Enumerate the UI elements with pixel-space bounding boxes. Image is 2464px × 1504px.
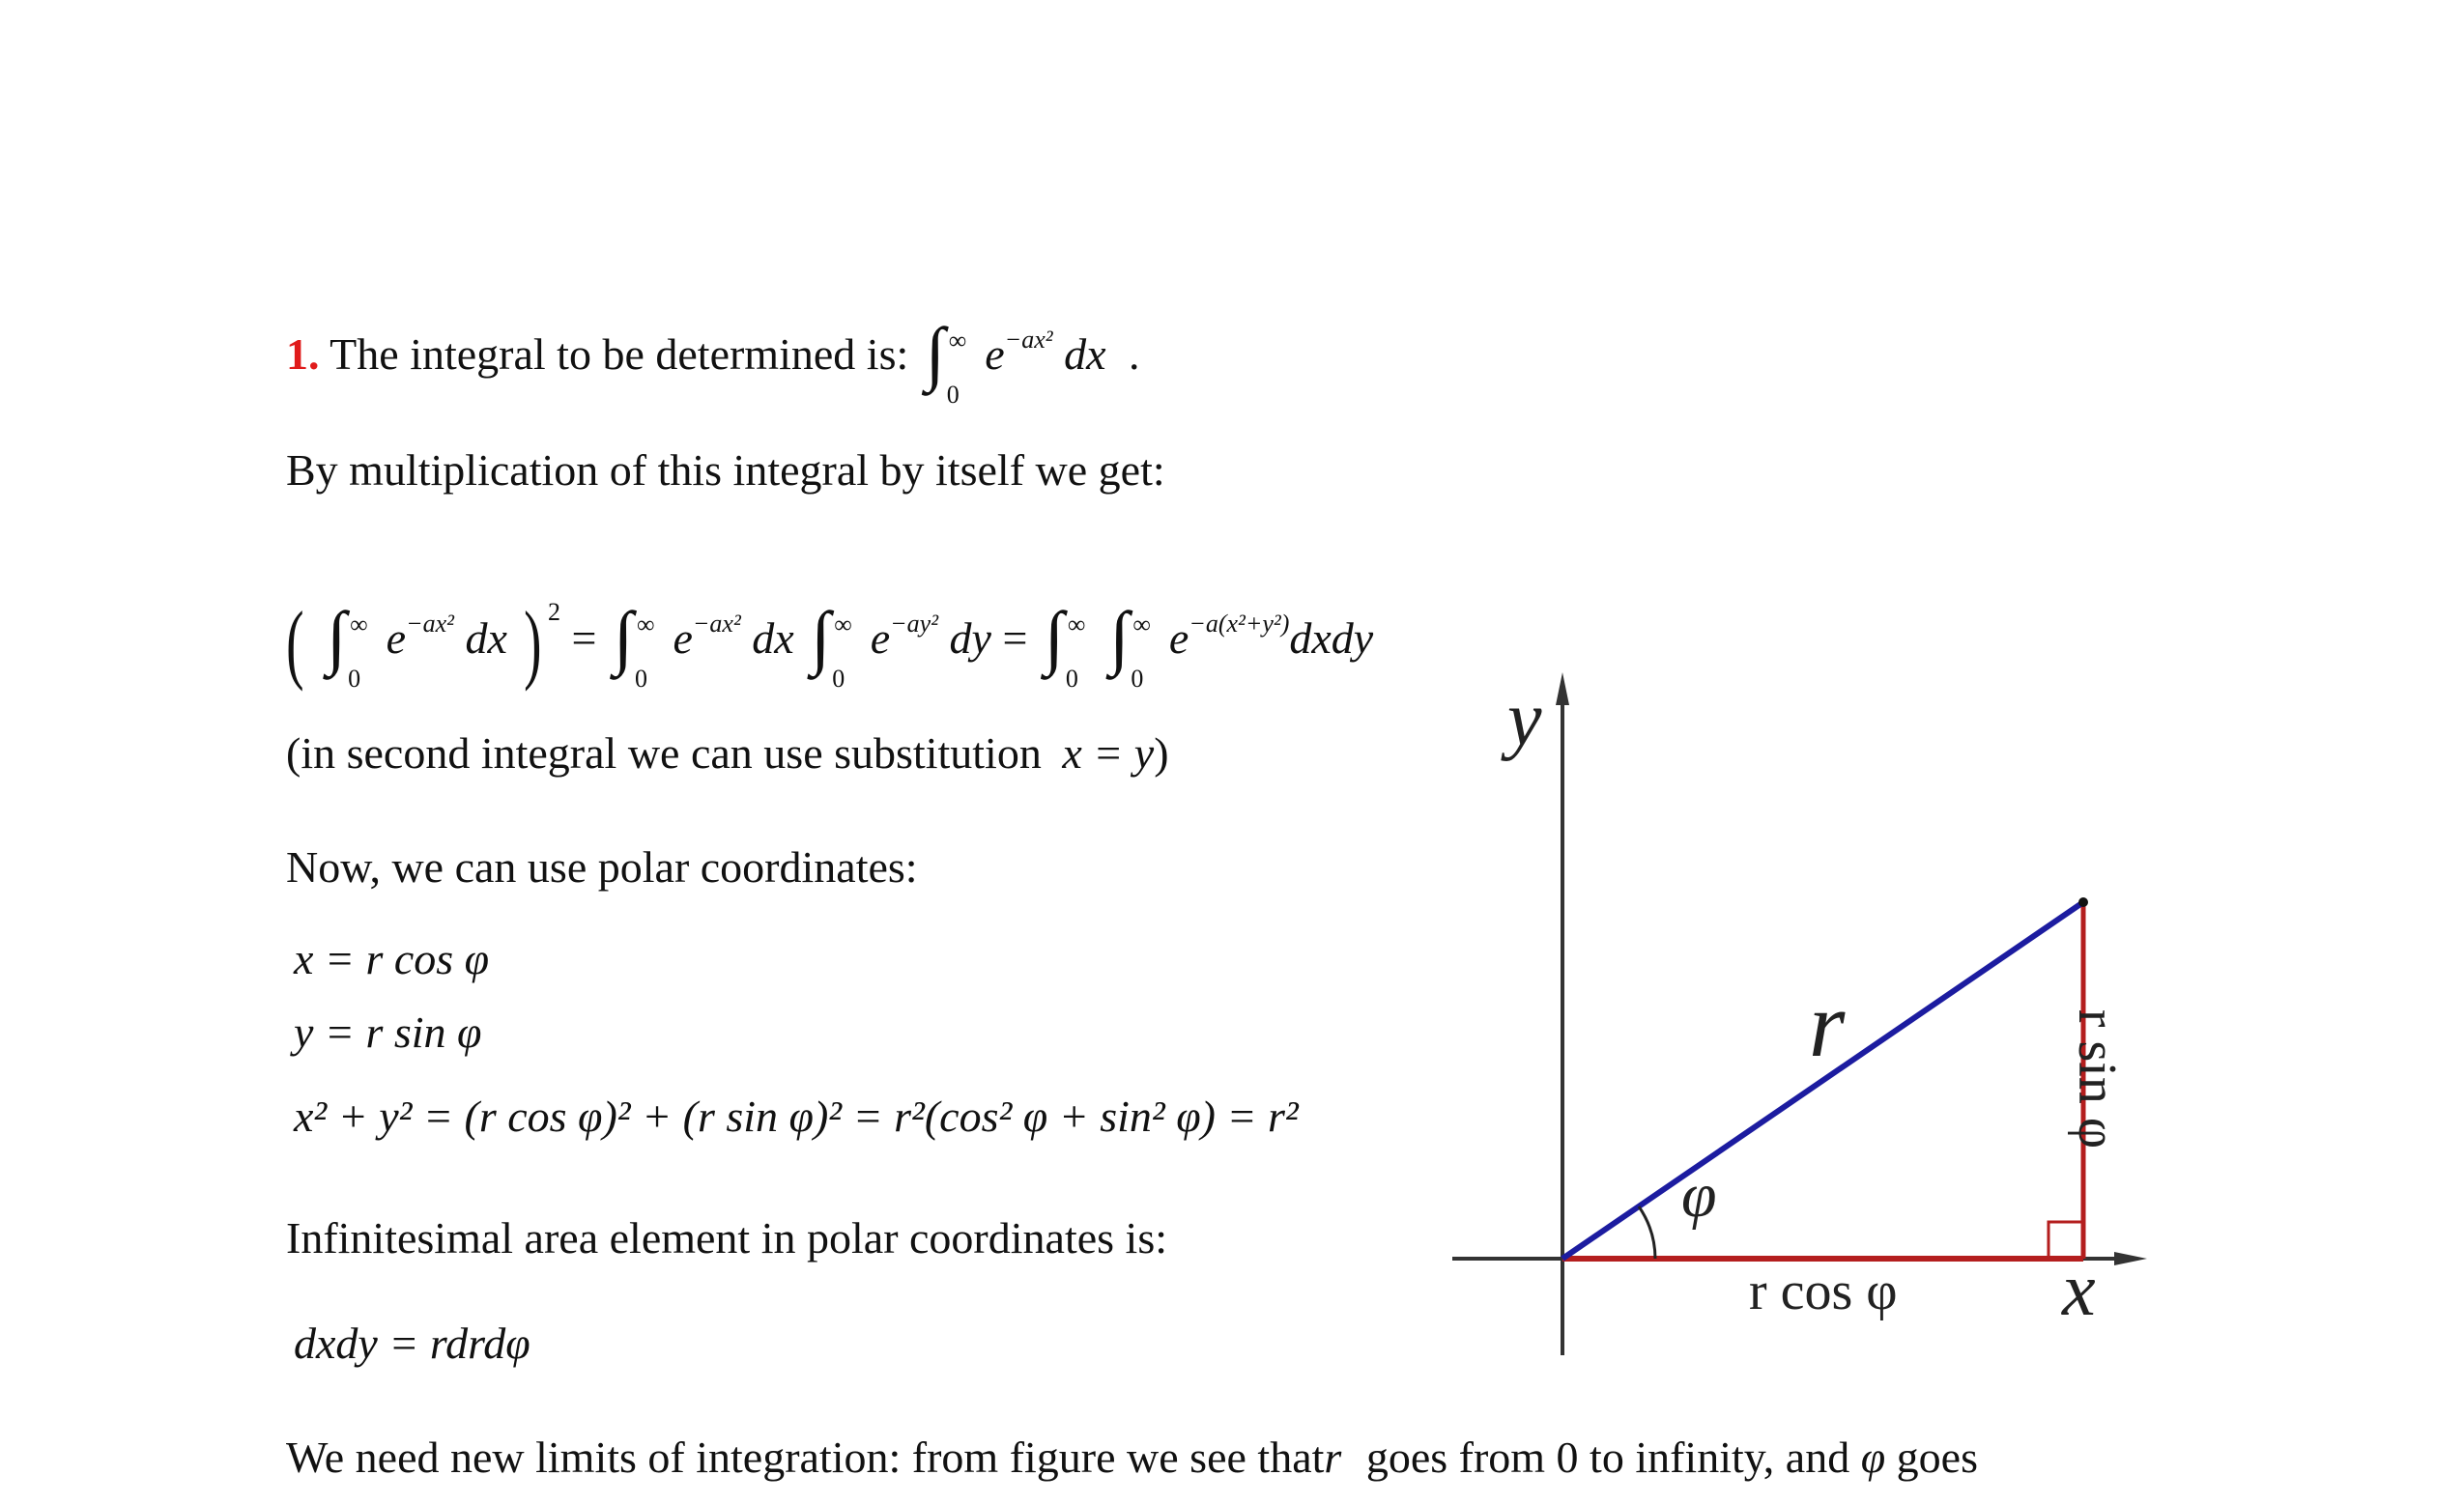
intro-line: 1. The integral to be determined is: ∫ ∞ 0… xyxy=(286,311,1140,410)
differential: dx xyxy=(1064,329,1106,379)
period: . xyxy=(1128,329,1140,379)
problem-number: 1. xyxy=(286,329,320,379)
integral-sign: ∫ ∞ 0 xyxy=(327,598,368,694)
x-axis-arrow xyxy=(2114,1252,2147,1265)
intro-text: The integral to be determined is: xyxy=(329,329,909,379)
y-axis-label: y xyxy=(1507,677,1542,762)
exponent: −ax² xyxy=(1004,326,1053,354)
point xyxy=(2078,897,2088,907)
angle-label: φ xyxy=(1681,1160,1717,1231)
radius-line xyxy=(1561,899,2085,1262)
substitution-math: x = y xyxy=(1062,728,1155,778)
substitution-note: (in second integral we can use substitut… xyxy=(286,728,1169,778)
angle-arc xyxy=(1637,1206,1657,1260)
squared-integral-equation: ( ∫ ∞ 0 e−ax² dx ) 2 = ∫ ∞ 0 e−ax² dx ∫ ∞ 0 e−a… xyxy=(286,593,1374,694)
radius-label: r xyxy=(1809,973,1846,1076)
x-axis-label: x xyxy=(2062,1247,2096,1331)
sum-squares-equation: x² + y² = (r cos φ)² + (r sin φ)² = r²(c… xyxy=(294,1092,1299,1141)
integral-sign: ∫ ∞ 0 xyxy=(811,598,852,694)
multiplication-text: By multiplication of this integral by it… xyxy=(286,445,1165,495)
x-polar-equation: x = r cos φ xyxy=(294,934,490,983)
polar-intro: Now, we can use polar coordinates: xyxy=(286,842,918,892)
integral-sign: ∫ ∞ 0 xyxy=(1044,598,1086,694)
y-polar-equation: y = r sin φ xyxy=(294,1007,482,1057)
cos-leg-label: r cos φ xyxy=(1749,1262,1898,1321)
close-paren: ) xyxy=(524,593,542,693)
right-angle-marker xyxy=(2047,1220,2083,1259)
area-element-equation: dxdy = rdrdφ xyxy=(294,1319,530,1368)
limits-text: We need new limits of integration: from … xyxy=(286,1433,1978,1482)
open-paren: ( xyxy=(286,593,304,693)
integral-sign: ∫ ∞ 0 xyxy=(613,598,655,694)
area-element-text: Infinitesimal area element in polar coor… xyxy=(286,1213,1168,1263)
integral-sign: ∫ ∞ 0 xyxy=(1109,598,1151,694)
integral-sign: ∫ ∞ 0 xyxy=(925,314,967,410)
sin-leg-label: r sin φ xyxy=(2067,1008,2127,1149)
exp-base: e xyxy=(985,329,1005,379)
y-axis-arrow xyxy=(1556,672,1569,705)
